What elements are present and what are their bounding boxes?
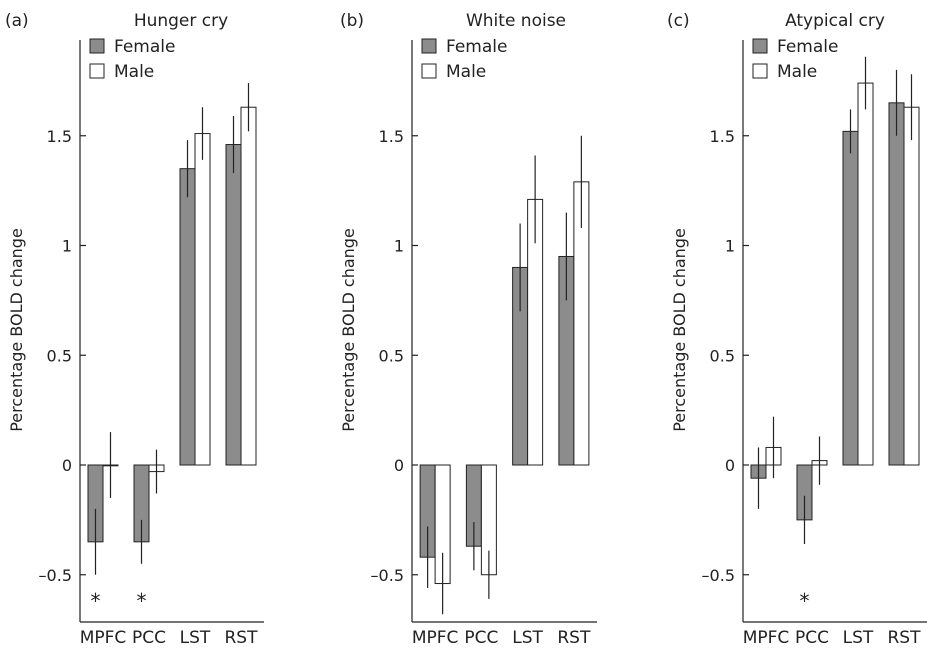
bar-female-lst [179, 168, 196, 466]
bar-male-lst [857, 82, 874, 466]
y-tick-label: 1 [725, 237, 735, 256]
panel-3: (c) Atypical cry Percentage BOLD change 1.5… [667, 11, 927, 648]
y-axis-label: Percentage BOLD change [670, 228, 689, 432]
panel-title: Atypical cry [785, 11, 885, 31]
y-tick-label: 0.5 [47, 346, 72, 365]
x-tick-label: RST [888, 628, 922, 648]
y-axis-label: Percentage BOLD change [339, 228, 358, 432]
significance-marker: * [137, 589, 147, 613]
legend-swatch-male [752, 63, 768, 79]
x-tick-label: PCC [464, 628, 498, 648]
legend-label: Female [777, 37, 838, 57]
panel-label: (c) [667, 11, 690, 31]
panel-label: (b) [340, 11, 364, 31]
x-tick-label: RST [557, 628, 591, 648]
x-tick-label: PCC [795, 628, 829, 648]
y-tick-label: 1.5 [379, 127, 404, 146]
bar-female-rst [225, 144, 242, 466]
y-tick-label: 1.5 [47, 127, 72, 146]
y-tick-label: 1 [394, 237, 404, 256]
y-tick-label: 0 [725, 456, 735, 475]
bar-female-lst [842, 130, 859, 466]
bar-female-rst [888, 102, 905, 466]
panel-title: Hunger cry [134, 11, 228, 31]
y-tick-label: –0.5 [702, 566, 735, 585]
x-tick-label: MPFC [743, 628, 790, 648]
x-tick-label: MPFC [412, 628, 459, 648]
legend-label: Female [114, 37, 175, 57]
x-tick-label: MPFC [80, 628, 127, 648]
significance-marker: * [91, 589, 101, 613]
panel-label: (a) [5, 11, 29, 31]
legend-label: Female [446, 37, 507, 57]
legend-swatch-female [421, 38, 437, 54]
x-tick-label: LST [843, 628, 874, 648]
y-tick-label: 1.5 [710, 127, 735, 146]
y-tick-label: 0.5 [710, 346, 735, 365]
y-axis-label: Percentage BOLD change [7, 228, 26, 432]
panel-1: (a) Hunger cry Percentage BOLD change 1.5 1 0… [5, 11, 264, 648]
y-tick-label: –0.5 [371, 566, 404, 585]
legend-swatch-female [89, 38, 105, 54]
y-tick-label: 0 [62, 456, 72, 475]
y-tick-label: 1 [62, 237, 72, 256]
bar-male-rst [903, 106, 920, 466]
bar-male-rst [240, 106, 257, 466]
significance-marker: * [800, 589, 810, 613]
bar-male-lst [194, 133, 211, 466]
legend-swatch-male [89, 63, 105, 79]
y-tick-label: 0 [394, 456, 404, 475]
legend-swatch-male [421, 63, 437, 79]
y-tick-label: –0.5 [39, 566, 72, 585]
legend-swatch-female [752, 38, 768, 54]
panel-title: White noise [466, 11, 566, 31]
x-tick-label: PCC [132, 628, 166, 648]
y-tick-label: 0.5 [379, 346, 404, 365]
legend-label: Male [446, 62, 486, 82]
legend-label: Male [777, 62, 817, 82]
panel-2: (b) White noise Percentage BOLD change 1.5 1… [339, 11, 597, 648]
x-tick-label: LST [180, 628, 211, 648]
x-tick-label: LST [512, 628, 543, 648]
legend-label: Male [114, 62, 154, 82]
x-tick-label: RST [225, 628, 259, 648]
